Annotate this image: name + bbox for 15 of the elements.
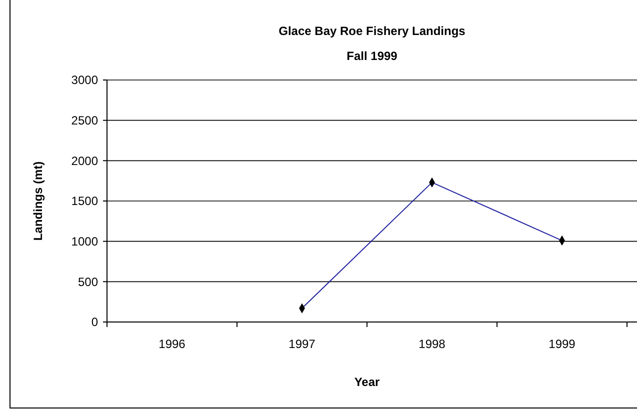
x-axis-title: Year bbox=[354, 375, 380, 389]
x-tick-label: 1997 bbox=[288, 337, 316, 351]
y-tick-label: 0 bbox=[91, 315, 98, 330]
y-tick-label: 1500 bbox=[71, 194, 98, 208]
x-tick-label: 1998 bbox=[418, 337, 446, 351]
x-tick-label: 1999 bbox=[548, 337, 576, 351]
y-tick-label: 500 bbox=[78, 274, 98, 289]
y-tick-label: 2000 bbox=[71, 154, 98, 168]
x-tick-label: 1996 bbox=[158, 337, 186, 351]
y-tick-label: 2500 bbox=[71, 114, 98, 128]
y-tick-label: 3000 bbox=[71, 73, 98, 88]
y-tick-label: 1000 bbox=[71, 234, 98, 249]
y-axis-title: Landings (mt) bbox=[31, 161, 45, 241]
chart-title: Glace Bay Roe Fishery Landings bbox=[278, 24, 466, 38]
chart-subtitle: Fall 1999 bbox=[346, 49, 398, 63]
